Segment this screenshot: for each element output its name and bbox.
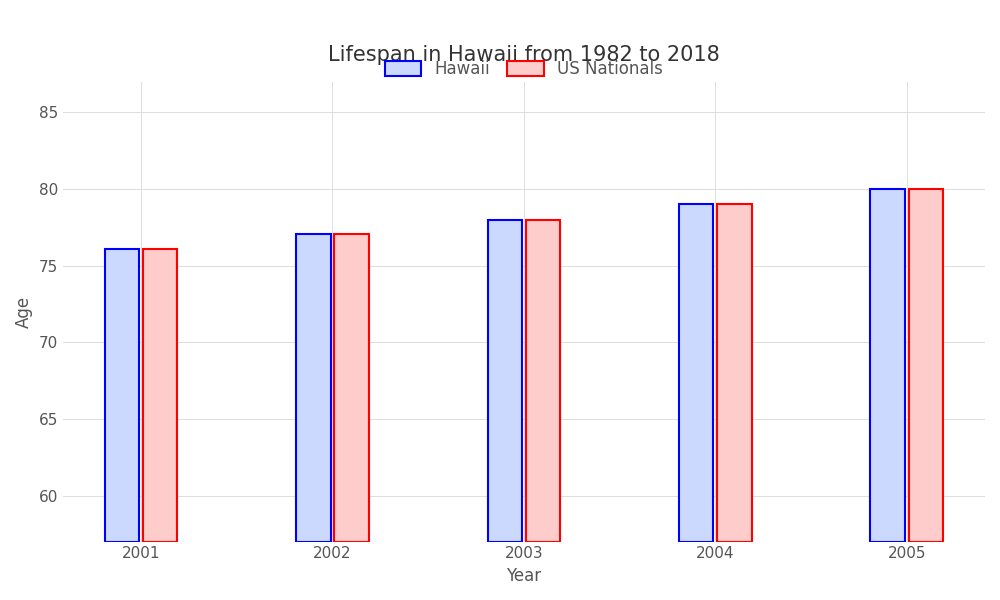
Bar (143, 249, 177, 542)
Y-axis label: Age: Age (15, 296, 33, 328)
Bar (334, 233, 369, 542)
Title: Lifespan in Hawaii from 1982 to 2018: Lifespan in Hawaii from 1982 to 2018 (328, 45, 720, 65)
Bar (717, 205, 752, 542)
X-axis label: Year: Year (506, 567, 541, 585)
Bar (526, 220, 560, 542)
Bar (105, 249, 139, 542)
Legend: Hawaii, US Nationals: Hawaii, US Nationals (378, 53, 670, 85)
Bar (488, 220, 522, 542)
Bar (870, 189, 905, 542)
Bar (296, 233, 331, 542)
Bar (679, 205, 713, 542)
Bar (909, 189, 943, 542)
